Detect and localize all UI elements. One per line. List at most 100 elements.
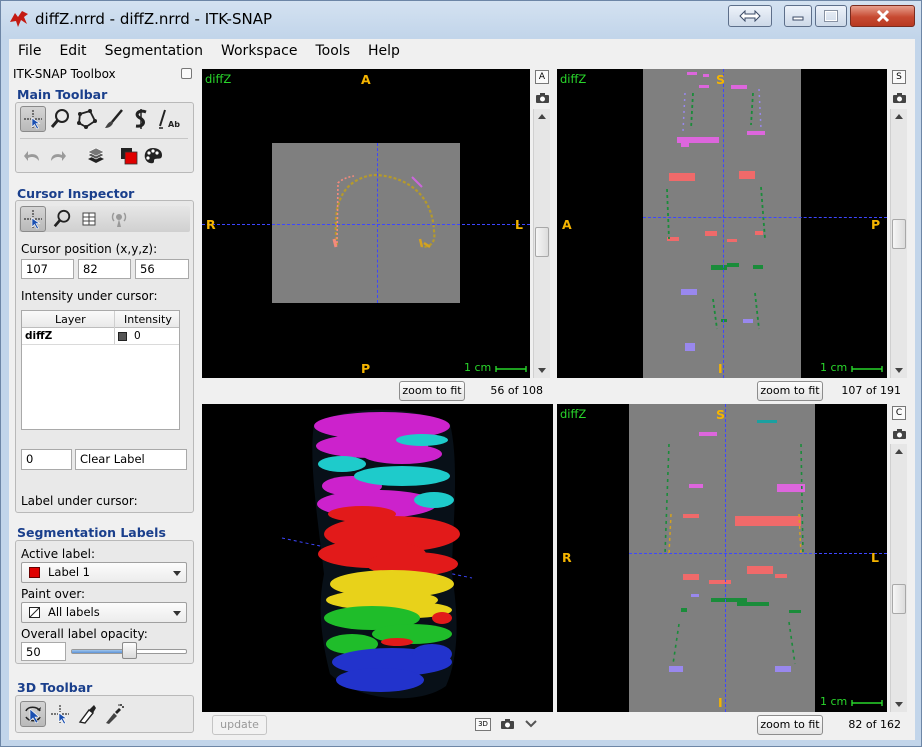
paintbrush-tool-button[interactable] <box>101 106 127 132</box>
sagittal-crosshair-vertical <box>723 69 724 378</box>
sagittal-scroll-thumb[interactable] <box>892 219 906 249</box>
crosshairs-tool-button[interactable] <box>20 106 46 132</box>
undo-button[interactable] <box>20 143 46 169</box>
opacity-slider-handle[interactable] <box>122 642 137 659</box>
axial-orientation-right: L <box>515 217 523 232</box>
intensity-table: Layer Intensity diffZ 0 <box>21 310 180 430</box>
scroll-up-icon[interactable] <box>538 114 546 119</box>
snake-tool-button[interactable] <box>128 106 154 132</box>
sagittal-slice-scrollbar[interactable] <box>890 109 907 378</box>
coronal-crosshair-horizontal <box>629 553 887 554</box>
palette-button[interactable] <box>140 143 166 169</box>
axial-scroll-thumb[interactable] <box>535 227 549 257</box>
table-header-layer[interactable]: Layer <box>55 313 86 326</box>
axial-crosshair-horizontal <box>202 224 530 225</box>
table-header-intensity[interactable]: Intensity <box>124 313 172 326</box>
redo-icon <box>51 151 66 161</box>
axial-orientation-left: R <box>206 217 216 232</box>
inspector-zoom-button[interactable] <box>49 206 75 232</box>
inspector-crosshairs-button[interactable] <box>20 206 46 232</box>
coronal-scroll-thumb[interactable] <box>892 584 906 614</box>
label-id-field[interactable]: 0 <box>21 449 72 470</box>
sagittal-orientation-bottom: I <box>718 361 723 376</box>
paint-over-caption: Paint over: <box>21 587 86 601</box>
scroll-down-icon[interactable] <box>895 368 903 373</box>
crosshair-3d-tool-button[interactable] <box>47 701 73 727</box>
scroll-down-icon[interactable] <box>538 368 546 373</box>
coronal-crosshair-vertical <box>725 404 726 712</box>
active-label-select[interactable]: Label 1 <box>21 562 187 583</box>
menu-help[interactable]: Help <box>368 43 400 59</box>
camera-icon[interactable] <box>892 428 907 440</box>
coronal-view[interactable]: diffZ S I R L 1 cm <box>557 404 887 712</box>
coronal-slice-scrollbar[interactable] <box>890 444 907 712</box>
menu-bar: File Edit Segmentation Workspace Tools H… <box>9 39 915 63</box>
axial-crosshair-vertical <box>377 143 378 303</box>
camera-icon[interactable] <box>500 718 515 730</box>
view-3d-toggle-button[interactable]: 3D <box>475 718 491 731</box>
chevron-down-icon[interactable] <box>525 720 537 728</box>
chevron-down-icon <box>173 611 181 616</box>
palette-icon <box>144 148 162 164</box>
menu-tools[interactable]: Tools <box>315 43 351 59</box>
menu-edit[interactable]: Edit <box>59 43 87 59</box>
render-3d-view[interactable] <box>202 404 553 712</box>
coronal-zoom-to-fit-button[interactable]: zoom to fit <box>757 715 823 735</box>
table-row[interactable] <box>22 328 179 345</box>
sagittal-view[interactable]: diffZ S I A P 1 cm <box>557 69 887 378</box>
zoom-tool-button[interactable] <box>47 106 73 132</box>
redo-button[interactable] <box>44 143 70 169</box>
sagittal-zoom-to-fit-button[interactable]: zoom to fit <box>757 381 823 401</box>
sagittal-slice-counter: 107 of 191 <box>841 384 901 397</box>
coronal-segmentation-overlay <box>664 420 805 672</box>
inspector-toolbar <box>19 206 190 232</box>
opacity-field[interactable]: 50 <box>21 642 66 661</box>
scroll-up-icon[interactable] <box>895 449 903 454</box>
inspector-grid-button[interactable] <box>76 206 102 232</box>
rotate-3d-tool-button[interactable] <box>20 701 46 727</box>
camera-icon[interactable] <box>535 92 550 104</box>
axial-segmentation-overlay <box>332 173 436 249</box>
minimize-button[interactable] <box>784 5 812 27</box>
restore-arrows-button[interactable] <box>728 5 772 27</box>
layers-button[interactable] <box>83 143 109 169</box>
close-button[interactable] <box>850 5 915 27</box>
sagittal-view-toggle-button[interactable]: S <box>892 70 906 84</box>
scroll-down-icon[interactable] <box>895 702 903 707</box>
menu-file[interactable]: File <box>18 43 42 59</box>
axial-view[interactable]: diffZ A P R L 1 cm <box>202 69 530 378</box>
scalpel-tool-button[interactable] <box>74 701 100 727</box>
axial-view-toggle-button[interactable]: A <box>535 70 549 84</box>
scroll-up-icon[interactable] <box>895 114 903 119</box>
spray-paint-tool-button[interactable] <box>101 701 127 727</box>
annotation-tool-button[interactable]: Ab <box>155 106 181 132</box>
axial-scale-bar <box>495 366 527 372</box>
axial-zoom-to-fit-button[interactable]: zoom to fit <box>399 381 465 401</box>
axial-slice-scrollbar[interactable] <box>533 109 550 378</box>
cursor-x-field[interactable]: 107 <box>21 259 74 279</box>
axial-layer-name: diffZ <box>205 72 232 86</box>
coronal-view-toggle-button[interactable]: C <box>892 406 906 420</box>
sagittal-orientation-top: S <box>716 72 726 87</box>
label-name-field[interactable]: Clear Label <box>75 449 187 470</box>
menu-workspace[interactable]: Workspace <box>220 43 298 59</box>
camera-icon[interactable] <box>892 92 907 104</box>
maximize-button[interactable] <box>815 5 847 27</box>
table-header <box>22 311 179 328</box>
polygon-tool-button[interactable] <box>74 106 100 132</box>
menu-segmentation[interactable]: Segmentation <box>104 43 203 59</box>
label-color-icon <box>121 148 138 165</box>
sagittal-crosshair-horizontal <box>643 217 887 218</box>
cursor-z-field[interactable]: 56 <box>135 259 189 279</box>
label-color-button[interactable] <box>116 143 142 169</box>
layers-icon <box>87 147 105 163</box>
main-toolbar-group: Ab <box>15 102 194 173</box>
undock-button[interactable] <box>181 68 192 79</box>
inspector-sync-button[interactable] <box>106 206 132 232</box>
sagittal-orientation-left: A <box>562 217 572 232</box>
table-cell-intensity: 0 <box>134 330 141 342</box>
update-button[interactable]: update <box>212 715 267 735</box>
paint-over-select[interactable]: All labels <box>21 602 187 623</box>
segmentation-labels-heading: Segmentation Labels <box>17 525 166 540</box>
cursor-y-field[interactable]: 82 <box>78 259 131 279</box>
